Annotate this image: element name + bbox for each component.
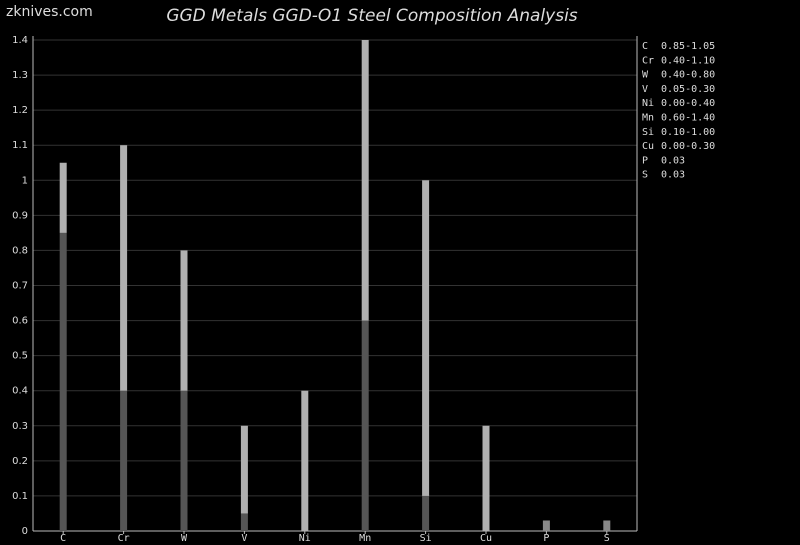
- y-tick-label: 0.5: [12, 351, 28, 362]
- legend-value: 0.60-1.40: [661, 113, 715, 124]
- y-tick-label: 1.2: [12, 105, 28, 116]
- y-tick-label: 0.3: [12, 421, 28, 432]
- legend-name: S: [642, 170, 648, 181]
- bar-range: [482, 425, 490, 531]
- legend-value: 0.03: [661, 170, 685, 181]
- bar-range: [603, 520, 611, 531]
- x-tick-label: C: [60, 533, 66, 544]
- x-tick-label: Ni: [299, 533, 311, 544]
- y-tick-label: 0.2: [12, 456, 28, 467]
- y-tick-label: 1.1: [12, 140, 28, 151]
- bar-min: [59, 232, 67, 531]
- chart-title: GGD Metals GGD-O1 Steel Composition Anal…: [166, 6, 577, 26]
- bar-range: [301, 390, 309, 531]
- x-tick-label: P: [543, 533, 549, 544]
- y-tick-label: 1.4: [12, 35, 28, 46]
- bar-min: [422, 495, 430, 531]
- legend-name: P: [642, 155, 648, 166]
- bar-min: [120, 390, 128, 531]
- legend-name: Si: [642, 127, 654, 138]
- x-tick-label: V: [241, 533, 247, 544]
- legend-value: 0.40-1.10: [661, 55, 715, 66]
- x-tick-label: Cr: [118, 533, 130, 544]
- bar-min: [361, 320, 369, 531]
- x-tick-label: Cu: [480, 533, 492, 544]
- legend-name: C: [642, 41, 648, 52]
- bar-range: [422, 180, 430, 496]
- legend-name: Cr: [642, 55, 654, 66]
- legend-value: 0.03: [661, 155, 685, 166]
- bar-range: [361, 40, 369, 321]
- bar-range: [180, 250, 188, 391]
- legend-value: 0.00-0.40: [661, 98, 715, 109]
- legend-name: Mn: [642, 113, 654, 124]
- legend-name: W: [642, 70, 649, 81]
- legend-value: 0.40-0.80: [661, 70, 715, 81]
- legend-name: V: [642, 84, 648, 95]
- y-tick-label: 0.1: [12, 491, 28, 502]
- y-tick-label: 0: [22, 526, 28, 537]
- legend-value: 0.05-0.30: [661, 84, 715, 95]
- y-tick-label: 0.9: [12, 210, 28, 221]
- legend-value: 0.85-1.05: [661, 41, 715, 52]
- y-tick-label: 0.6: [12, 316, 28, 327]
- bar-range: [240, 425, 248, 514]
- bar-range: [59, 162, 67, 233]
- watermark: zknives.com: [6, 4, 93, 20]
- y-tick-label: 0.7: [12, 281, 28, 292]
- legend-value: 0.00-0.30: [661, 141, 715, 152]
- x-tick-label: W: [181, 533, 188, 544]
- bar-range: [120, 145, 128, 391]
- legend-name: Cu: [642, 141, 654, 152]
- bar-range: [542, 520, 550, 531]
- x-tick-label: Si: [420, 533, 432, 544]
- legend-name: Ni: [642, 98, 654, 109]
- y-tick-label: 1.3: [12, 70, 28, 81]
- x-tick-label: Mn: [359, 533, 371, 544]
- y-tick-label: 1: [22, 175, 28, 186]
- bar-min: [180, 390, 188, 531]
- bar-min: [240, 513, 248, 531]
- legend-value: 0.10-1.00: [661, 127, 715, 138]
- y-tick-label: 0.8: [12, 245, 28, 256]
- x-tick-label: S: [604, 533, 610, 544]
- y-tick-label: 0.4: [12, 386, 28, 397]
